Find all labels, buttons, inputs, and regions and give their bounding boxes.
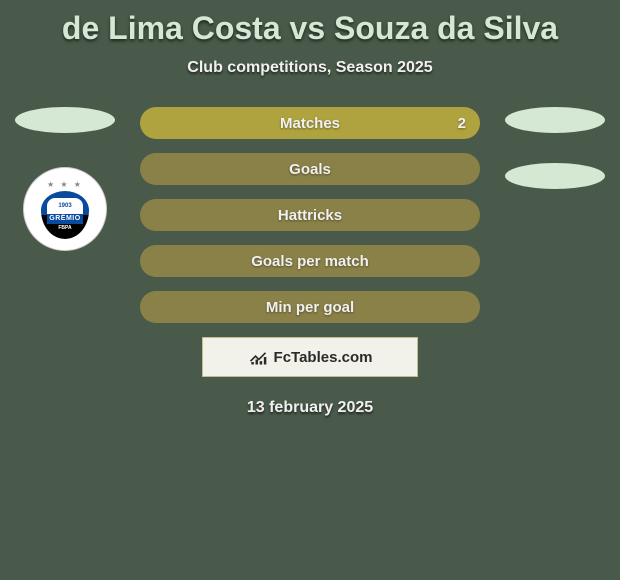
stat-right-value: 2 — [458, 115, 466, 132]
stat-label: Matches — [280, 115, 340, 132]
stat-row-min-per-goal: Min per goal — [140, 291, 480, 323]
badge-stars-icon: ★ ★ ★ — [47, 180, 83, 189]
attribution-box: FcTables.com — [202, 337, 418, 377]
stat-row-goals: Goals — [140, 153, 480, 185]
page-title: de Lima Costa vs Souza da Silva — [0, 0, 620, 47]
badge-sub: FBPA — [50, 224, 80, 232]
badge-shield-icon: 1903 GRÊMIO FBPA — [41, 191, 89, 239]
club-badge-gremio: ★ ★ ★ 1903 GRÊMIO FBPA — [23, 167, 107, 251]
stat-row-goals-per-match: Goals per match — [140, 245, 480, 277]
stat-label: Hattricks — [278, 207, 342, 224]
right-player-column — [500, 107, 610, 205]
badge-name: GRÊMIO — [47, 214, 83, 224]
stats-column: Matches 2 Goals Hattricks Goals per matc… — [140, 107, 480, 417]
stat-label: Goals — [289, 161, 331, 178]
stat-label: Min per goal — [266, 299, 354, 316]
left-player-column: ★ ★ ★ 1903 GRÊMIO FBPA — [10, 107, 120, 251]
club-right-oval — [505, 163, 605, 189]
player-right-avatar-oval — [505, 107, 605, 133]
stat-label: Goals per match — [251, 253, 369, 270]
badge-year: 1903 — [47, 198, 83, 214]
subtitle: Club competitions, Season 2025 — [0, 59, 620, 77]
chart-icon — [248, 347, 268, 367]
stat-row-matches: Matches 2 — [140, 107, 480, 139]
player-left-avatar-oval — [15, 107, 115, 133]
stat-row-hattricks: Hattricks — [140, 199, 480, 231]
comparison-area: ★ ★ ★ 1903 GRÊMIO FBPA Matches 2 Goals H… — [0, 107, 620, 447]
date-text: 13 february 2025 — [140, 399, 480, 417]
attribution-text: FcTables.com — [274, 349, 373, 366]
